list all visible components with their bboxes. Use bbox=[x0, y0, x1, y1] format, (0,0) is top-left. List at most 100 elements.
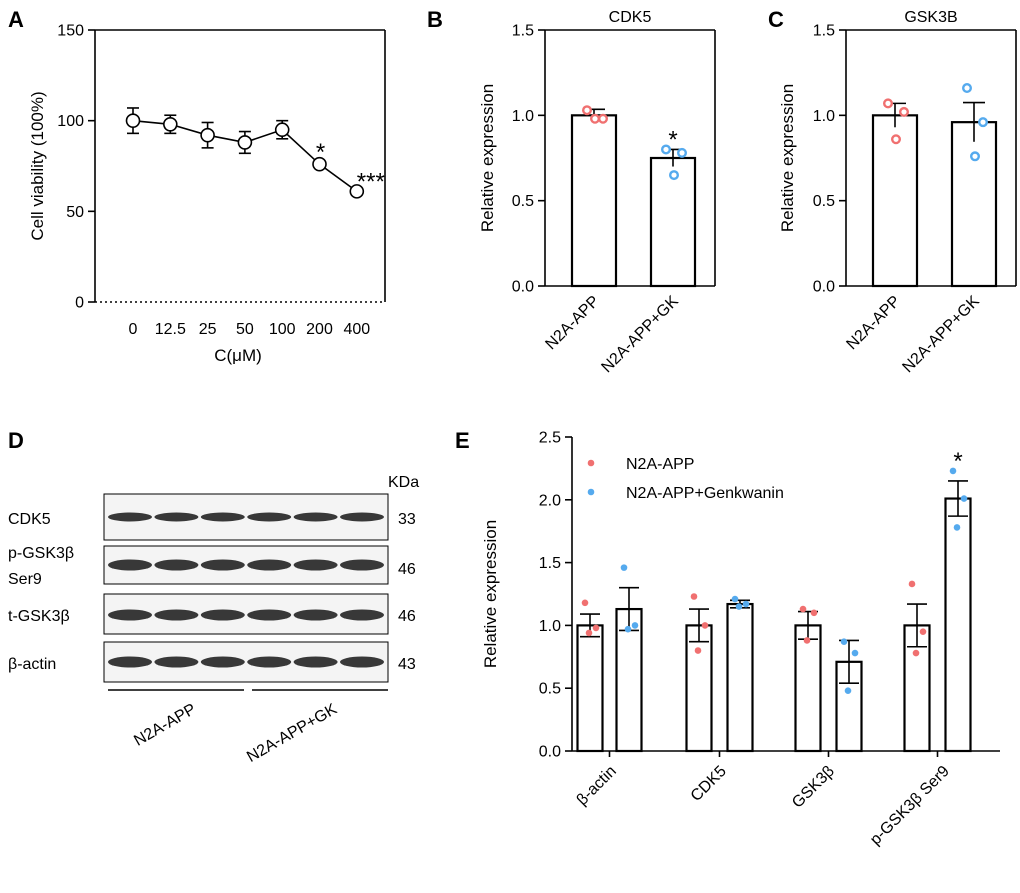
panel-b-replicate-point bbox=[590, 113, 601, 124]
panel-d-blot-t-GSK3b-band bbox=[247, 609, 292, 621]
panel-a-x-label: C(μM) bbox=[214, 346, 262, 365]
panel-e-replicate-point bbox=[742, 600, 750, 608]
panel-b-y-tick-label: 0.0 bbox=[512, 279, 534, 296]
panel-e-replicate-point bbox=[953, 524, 961, 531]
panel-e-y-tick-label: 2.0 bbox=[539, 492, 561, 509]
panel-b-y-tick-label: 0.5 bbox=[512, 193, 534, 210]
panel-e-replicate-point bbox=[731, 595, 739, 603]
panel-e-bar-n2a-app bbox=[685, 624, 713, 753]
panel-d-blot-t-GSK3b-band bbox=[340, 609, 384, 621]
panel-a-x-tick-label: 12.5 bbox=[155, 321, 186, 338]
panel-e-y-tick-label: 0.0 bbox=[539, 744, 561, 761]
panel-e-replicate-point bbox=[592, 624, 600, 632]
panel-a-significance-marker: *** bbox=[357, 168, 385, 195]
panel-e-y-tick-label: 1.0 bbox=[539, 618, 561, 635]
panel-b-bar bbox=[570, 114, 618, 288]
panel-d-blot-p-GSK3b-band bbox=[340, 559, 384, 571]
panel-e-replicate-point bbox=[735, 603, 743, 610]
panel-d-blot-b-actin-band bbox=[340, 656, 384, 668]
panel-d-group-label: N2A-APP+GK bbox=[244, 701, 340, 766]
panel-b-title: CDK5 bbox=[609, 9, 652, 26]
panel-d-blot-CDK5-band bbox=[108, 512, 152, 522]
panel-e-x-tick-label: p-GSK3β Ser9 bbox=[867, 763, 953, 849]
panel-d-western-blot: KDa CDK5 33 p-GSK3β Ser9 46 t-GSK3β 46 β-actin 43… bbox=[8, 474, 419, 766]
panel-a-y-tick-label: 150 bbox=[57, 23, 84, 40]
panel-e-replicate-point bbox=[690, 593, 698, 600]
panel-e-replicate-point bbox=[908, 580, 916, 588]
panel-d-blot-p-GSK3b-band bbox=[200, 559, 245, 571]
panel-e-x-tick-label: CDK5 bbox=[688, 763, 730, 805]
panel-c-replicate-point bbox=[899, 106, 910, 117]
panel-e-replicate-point bbox=[960, 495, 968, 502]
panel-c-replicate-point bbox=[970, 151, 981, 162]
panel-d-blot-CDK5-band bbox=[340, 512, 384, 522]
panel-b-replicate-point bbox=[677, 147, 688, 158]
panel-b-y-tick-label: 1.0 bbox=[512, 108, 534, 125]
panel-d-blot-t-GSK3b-band bbox=[293, 609, 338, 621]
panel-c-replicate-point bbox=[883, 98, 894, 109]
panel-a-data-point bbox=[349, 184, 365, 199]
panel-e-legend-marker bbox=[587, 459, 595, 467]
panel-e-replicate-point bbox=[912, 649, 920, 657]
panel-d-row-label-b-actin: β-actin bbox=[8, 656, 56, 673]
panel-a-y-tick-label: 0 bbox=[75, 295, 84, 312]
panel-a-y-tick-label: 100 bbox=[57, 113, 84, 130]
panel-c-replicate-point bbox=[962, 83, 973, 94]
panel-e-replicate-point bbox=[694, 647, 702, 654]
panel-d-blot-t-GSK3b-band bbox=[154, 609, 199, 621]
panel-b-replicate-point bbox=[661, 144, 672, 155]
panel-d-group-label: N2A-APP bbox=[131, 701, 199, 750]
panel-b-replicate-point bbox=[582, 105, 593, 116]
panel-e-bar-n2a-app bbox=[794, 624, 822, 753]
panel-d-row-label-p-GSK3b: p-GSK3β bbox=[8, 545, 74, 562]
panel-a-x-tick-label: 100 bbox=[269, 321, 296, 338]
panel-c-replicate-point bbox=[891, 134, 902, 145]
panel-d-blot-p-GSK3b-band bbox=[247, 559, 292, 571]
panel-label-d: D bbox=[8, 428, 24, 453]
panel-e-replicate-point bbox=[803, 637, 811, 644]
panel-d-blot-b-actin-band bbox=[108, 656, 152, 668]
panel-label-b: B bbox=[427, 7, 443, 32]
panel-c-x-tick-label: N2A-APP bbox=[843, 293, 903, 353]
panel-e-legend-label: N2A-APP bbox=[626, 456, 694, 473]
panel-e-replicate-point bbox=[620, 564, 628, 571]
panel-a-chart: 0 50 100 150 0 12.5 25 50 100 200 400 C(μM) Cell via… bbox=[28, 23, 386, 365]
panel-label-a: A bbox=[8, 7, 24, 32]
panel-d-blot-b-actin-band bbox=[293, 656, 338, 668]
panel-a-x-tick-label: 0 bbox=[129, 321, 138, 338]
panel-d-blot-CDK5-band bbox=[154, 512, 199, 522]
panel-label-c: C bbox=[768, 7, 784, 32]
panel-b-replicate-point bbox=[669, 170, 680, 181]
panel-c-bar bbox=[950, 121, 998, 288]
panel-a-data-point bbox=[200, 127, 215, 143]
panel-d-blot-b-actin-band bbox=[247, 656, 292, 668]
panel-e-replicate-point bbox=[631, 622, 639, 629]
panel-c-y-tick-label: 1.0 bbox=[813, 108, 835, 125]
panel-e-replicate-point bbox=[799, 605, 807, 613]
panel-e-legend-marker bbox=[587, 488, 595, 496]
panel-e-replicate-point bbox=[919, 628, 927, 635]
panel-c-title: GSK3B bbox=[904, 9, 957, 26]
panel-d-kda-t-GSK3b: 46 bbox=[398, 608, 416, 625]
panel-d-blot-p-GSK3b-band bbox=[293, 559, 338, 571]
panel-e-bar-genkwanin bbox=[726, 602, 754, 753]
panel-e-y-tick-label: 2.5 bbox=[539, 430, 561, 447]
panel-e-replicate-point bbox=[844, 687, 852, 695]
panel-e-replicate-point bbox=[624, 625, 632, 633]
panel-c-replicate-point bbox=[978, 117, 989, 128]
panel-e-x-tick-label: GSK3β bbox=[789, 763, 838, 812]
panel-a-x-tick-label: 50 bbox=[236, 321, 254, 338]
panel-d-row-label-p-GSK3b-suffix: Ser9 bbox=[8, 571, 42, 588]
panel-e-replicate-point bbox=[701, 622, 709, 629]
panel-e-x-tick-label: β-actin bbox=[574, 763, 620, 809]
panel-e-legend-label: N2A-APP+Genkwanin bbox=[626, 485, 784, 502]
panel-b-y-label: Relative expression bbox=[478, 84, 497, 232]
panel-d-row-label-t-GSK3b: t-GSK3β bbox=[8, 608, 70, 625]
panel-e-significance-marker: * bbox=[953, 448, 962, 475]
panel-a-data-point bbox=[125, 113, 141, 128]
panel-d-blot-t-GSK3b-band bbox=[108, 609, 152, 621]
panel-a-data-point bbox=[237, 135, 253, 150]
panel-e-replicate-point bbox=[840, 638, 848, 646]
panel-d-blot-b-actin-band bbox=[154, 656, 199, 668]
